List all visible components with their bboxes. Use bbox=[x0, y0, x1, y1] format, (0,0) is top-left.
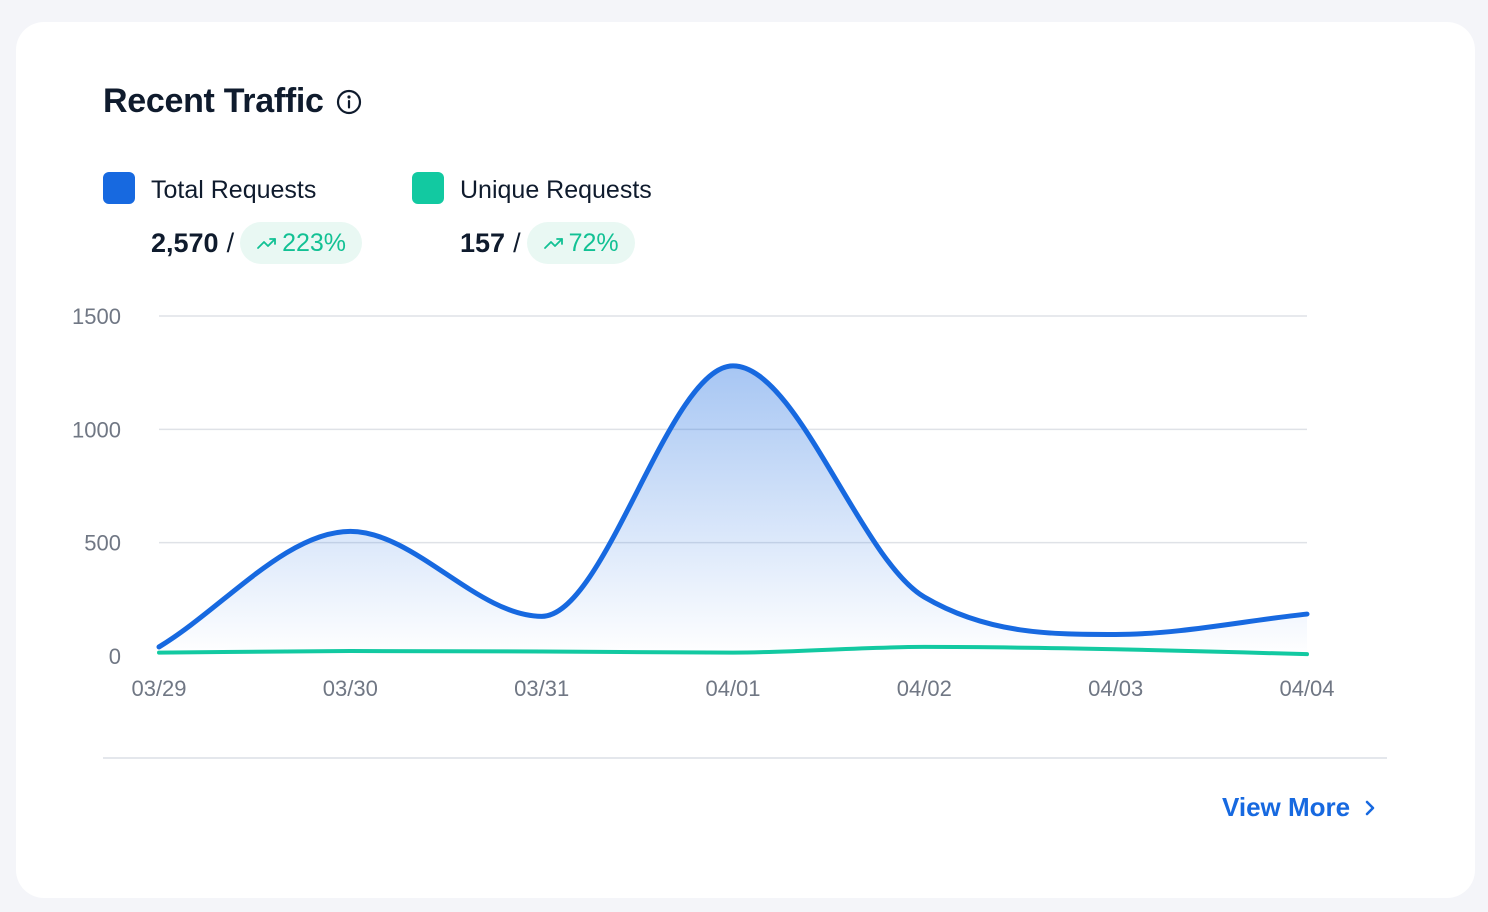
trending-up-icon bbox=[257, 238, 276, 249]
x-tick-label: 03/31 bbox=[514, 676, 569, 701]
series-line-unique-requests bbox=[157, 644, 1309, 657]
card-divider bbox=[103, 757, 1387, 759]
value-separator: / bbox=[226, 227, 235, 258]
view-more-label: View More bbox=[1222, 792, 1351, 822]
total-requests-value: 2,570 bbox=[151, 227, 219, 258]
x-tick-label: 04/04 bbox=[1279, 676, 1334, 701]
legend-swatch-unique bbox=[412, 172, 444, 204]
x-tick-label: 03/30 bbox=[323, 676, 378, 701]
series-line-total-requests bbox=[156, 363, 1310, 650]
view-more-link[interactable]: View More bbox=[1222, 792, 1376, 823]
recent-traffic-card: Recent Traffic Total Requests 2,570 / 22… bbox=[16, 22, 1475, 898]
legend-value-row-total: 2,570 / 223% bbox=[151, 222, 363, 264]
traffic-line-chart: 0 500 1000 1500 03/29 03/30 03/31 04/01 04/02 04/… bbox=[72, 304, 1334, 701]
unique-requests-change: 72% bbox=[568, 228, 619, 257]
total-requests-change: 223% bbox=[282, 228, 347, 257]
x-tick-label: 04/02 bbox=[897, 676, 952, 701]
info-circle-icon[interactable] bbox=[336, 89, 362, 115]
unique-requests-change-badge: 72% bbox=[526, 222, 635, 264]
total-requests-change-badge: 223% bbox=[240, 222, 363, 264]
unique-requests-value: 157 bbox=[460, 227, 506, 258]
chevron-right-icon bbox=[1365, 800, 1375, 815]
x-tick-label: 03/29 bbox=[131, 676, 186, 701]
series-area-0 bbox=[159, 365, 1307, 656]
y-tick-label: 1500 bbox=[72, 304, 121, 329]
card-title: Recent Traffic bbox=[103, 82, 324, 120]
legend-swatch-total bbox=[103, 172, 135, 204]
legend-label-total: Total Requests bbox=[151, 176, 317, 204]
legend-value-row-unique: 157 / 72% bbox=[460, 222, 635, 264]
y-tick-label: 1000 bbox=[72, 417, 121, 442]
legend-label-unique: Unique Requests bbox=[460, 176, 652, 204]
x-tick-label: 04/03 bbox=[1088, 676, 1143, 701]
y-tick-label: 500 bbox=[84, 531, 121, 556]
y-tick-label: 0 bbox=[109, 644, 121, 669]
x-tick-label: 04/01 bbox=[705, 676, 760, 701]
card-header: Recent Traffic bbox=[103, 82, 362, 121]
value-separator: / bbox=[513, 227, 521, 258]
trending-up-icon bbox=[543, 238, 563, 249]
